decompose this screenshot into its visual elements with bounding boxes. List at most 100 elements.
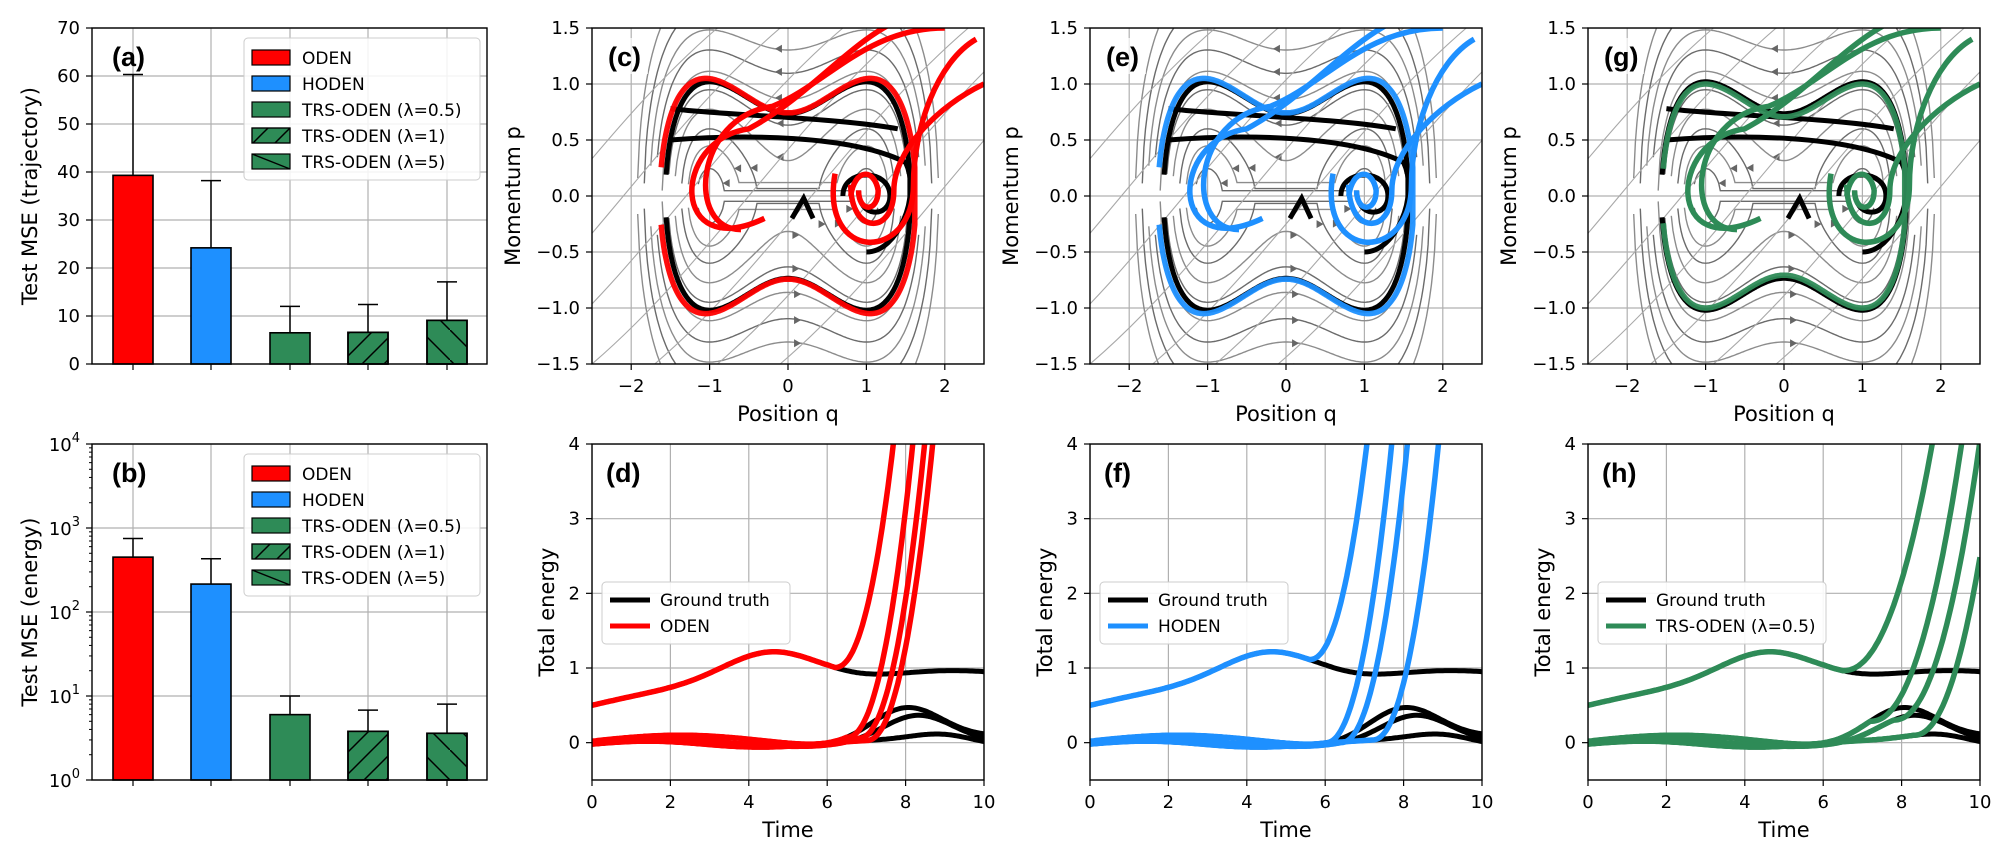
y-tick-label: 1.0 [551,74,580,95]
streamline [1683,145,1885,185]
streamline [592,28,781,235]
model-curve [1090,444,1395,747]
model-trajectory [702,28,945,233]
legend-entry: Ground truth [660,591,770,611]
stream-arrow [1772,119,1780,128]
stream-arrow [1769,0,1776,2]
panel-d: 0 2 4 6 8 10 0 1 2 3 4 (d) Time Total energy Ground tr… [535,434,995,842]
x-tick-label: 0 [1280,376,1291,397]
bar-hatch-3 [347,331,389,365]
model-curve [592,444,936,750]
stream-arrow [1746,163,1754,172]
x-tick-label: 2 [1935,376,1946,397]
stream-arrow [1790,316,1798,325]
streamline [668,88,908,175]
plot-area [592,444,984,780]
panel-label: (h) [1602,458,1636,488]
stream-arrow [1770,67,1778,76]
streamline [1090,28,1216,160]
truth-trajectory [1785,192,1812,220]
stream-arrow [1248,163,1256,172]
stream-arrow [774,67,782,76]
x-tick-label: 2 [939,376,950,397]
x-tick-label: 2 [1163,792,1174,813]
bar-2 [269,331,311,365]
truth-trajectory [789,192,816,220]
x-tick-label: 6 [1319,792,1330,813]
plot-area [1090,28,1482,364]
streamline [656,49,920,158]
x-tick-label: 10 [1969,792,1992,813]
y-tick-label: −0.5 [1034,242,1078,263]
y-tick-label: 1 [1067,658,1078,679]
bar-hatch-4 [426,732,468,781]
panel-c: −2 −1 0 1 2 −1.5 −1.0 −0.5 0.0 0.5 1.0 1.5 (c) Positi… [501,18,984,426]
legend-swatch [251,101,291,118]
panel-label: (f) [1104,458,1131,488]
streamline [1588,28,1714,160]
panel-a-frame [91,27,488,365]
stream-arrow [1730,164,1738,173]
streamline [1215,71,1482,364]
y-tick-label: 2 [569,583,580,604]
x-tick-label: −1 [1692,376,1719,397]
panel-a: 0 10 20 30 40 50 60 70 (a) Test MSE (trajectory) O… [18,18,487,375]
y-tick-label: 0 [69,354,80,375]
x-tick-label: 1 [1857,376,1868,397]
stream-arrow [1814,220,1822,229]
legend-entry: TRS-ODEN (λ=0.5) [301,101,462,121]
x-axis-label: Time [1757,818,1809,842]
legend-swatch-hatch [251,153,291,170]
y-tick-label: 0 [569,733,580,754]
y-tick-label: 4 [1067,434,1078,455]
plot-area [592,28,984,364]
legend-swatch [251,465,291,482]
streamline [1154,234,1418,343]
streamline [592,28,844,305]
streamline [717,71,984,364]
streamline [1090,28,1342,305]
panel-f: 0 2 4 6 8 10 0 1 2 3 4 (f) Time Total energy Ground tr… [1033,434,1493,842]
model-trajectory [1698,28,1941,233]
stream-arrow [776,153,784,162]
y-tick-label: 0.0 [551,186,580,207]
panel-g: −2 −1 0 1 2 −1.5 −1.0 −0.5 0.0 0.5 1.0 1.5 (g) Positi… [1497,0,1980,426]
legend-swatch [251,491,291,508]
y-tick-label: −1.0 [1532,298,1576,319]
streamline [1652,49,1916,158]
panel-label: (b) [112,458,146,488]
streamline [1166,217,1406,304]
panel-f-frame [1089,443,1483,781]
legend-swatch-hatch [251,127,291,144]
model-trajectory [1345,81,1482,227]
streamline [1677,202,1891,264]
legend-box [243,37,481,181]
y-tick-label: 103 [49,515,80,540]
panel-e-frame [1089,27,1483,365]
y-tick-label: 0.0 [1547,186,1576,207]
y-tick-label: 1 [1565,658,1576,679]
y-tick-label: 1.5 [551,18,580,39]
stream-arrow [794,290,802,299]
y-tick-label: 1.5 [1049,18,1078,39]
streamline [1172,108,1400,177]
legend-entry: TRS-ODEN (λ=5) [301,569,445,589]
x-tick-label: 8 [1896,792,1907,813]
streamline [1090,28,1404,364]
streamline [681,202,895,264]
bar-hatch-4 [426,319,468,365]
label-bg [1100,38,1146,74]
streamline [1670,108,1898,177]
legend-entry: TRS-ODEN (λ=0.5) [1655,617,1816,637]
y-tick-label: −0.5 [1532,242,1576,263]
label-bg [1598,38,1644,74]
truth-curve [592,649,984,708]
streamline [661,201,915,322]
stream-arrow [776,119,784,128]
x-tick-label: 6 [1817,792,1828,813]
x-tick-label: 8 [1398,792,1409,813]
stream-arrow [1842,204,1850,213]
stream-arrow [722,179,730,188]
streamline [1185,207,1387,247]
